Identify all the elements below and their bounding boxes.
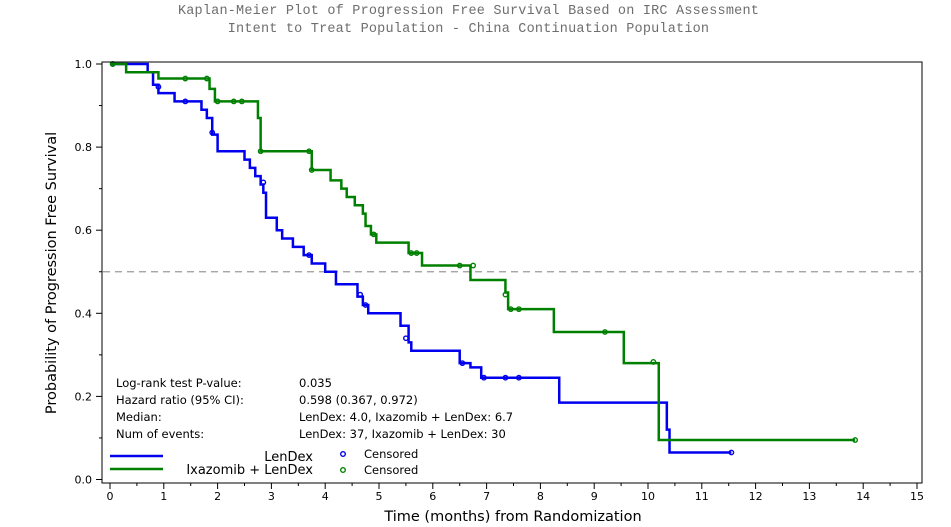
stat-value: LenDex: 37, Ixazomib + LenDex: 30 [299, 427, 506, 441]
x-axis-label: Time (months) from Randomization [383, 509, 641, 525]
y-tick-label: 0.2 [75, 390, 93, 403]
censor-marker-lendex [459, 360, 466, 367]
stat-label: Num of events: [116, 427, 204, 441]
x-tick-label: 4 [322, 490, 329, 503]
censor-marker-ixazomib [470, 262, 477, 269]
stat-value: 0.035 [299, 376, 332, 390]
censor-marker-ixazomib [214, 98, 221, 105]
chart-subtitle: Intent to Treat Population - China Conti… [227, 22, 710, 37]
censor-marker-lendex [402, 335, 409, 342]
censor-marker-ixazomib [515, 306, 522, 313]
censor-marker-lendex [357, 291, 364, 298]
x-tick-label: 3 [268, 490, 275, 503]
censor-marker-lendex [260, 179, 267, 186]
axis-layer: 0 1 2 3 4 5 6 7 8 9 10 11 12 13 14 150.00.20.40.60.81.0 [75, 58, 925, 503]
stat-label: Hazard ratio (95% CI): [116, 393, 244, 407]
y-tick-label: 0.0 [75, 474, 93, 487]
stat-label: Median: [116, 410, 162, 424]
censor-marker-ixazomib [257, 148, 264, 155]
censor-marker-lendex [502, 374, 509, 381]
legend-label-ixazomib: Ixazomib + LenDex [186, 463, 313, 478]
stat-value: 0.598 (0.367, 0.972) [299, 393, 418, 407]
y-tick-label: 0.8 [75, 141, 93, 154]
legend-label-lendex: LenDex [264, 450, 313, 465]
censor-marker-lendex [515, 374, 522, 381]
censor-marker-ixazomib [306, 148, 312, 155]
chart-title: Kaplan-Meier Plot of Progression Free Su… [177, 4, 760, 19]
censor-marker-lendex [182, 98, 189, 105]
x-tick-label: 5 [376, 490, 383, 503]
y-tick-label: 1.0 [75, 58, 93, 71]
censor-marker-ixazomib [408, 250, 415, 256]
x-tick-label: 0 [107, 490, 114, 503]
censor-marker-ixazomib [507, 306, 514, 313]
y-axis-label: Probability of Progression Free Survival [44, 132, 60, 414]
censor-marker-ixazomib [650, 359, 657, 365]
censor-marker-ixazomib [238, 98, 245, 105]
censor-marker-ixazomib [502, 291, 509, 298]
x-tick-label: 8 [537, 490, 544, 503]
y-tick-label: 0.6 [75, 224, 93, 237]
x-tick-label: 1 [160, 490, 167, 503]
x-tick-label: 11 [695, 490, 709, 503]
x-tick-label: 14 [856, 490, 870, 503]
censor-marker-lendex [481, 374, 487, 381]
censor-marker-lendex [728, 449, 735, 456]
legend-censored-label-ixazomib: Censored [364, 463, 418, 477]
censor-marker-ixazomib [413, 250, 420, 256]
x-tick-label: 6 [429, 490, 436, 503]
censor-marker-ixazomib [203, 75, 210, 82]
legend-censor-marker-ixazomib [340, 467, 347, 474]
censor-marker-lendex [306, 252, 312, 259]
km-curve-lendex [110, 62, 732, 454]
legend-censor-marker-lendex [340, 451, 347, 458]
censor-marker-lendex [362, 302, 369, 308]
censor-marker-ixazomib [370, 231, 377, 238]
x-tick-label: 9 [591, 490, 598, 503]
censor-marker-lendex [209, 129, 216, 136]
censor-marker-ixazomib [602, 329, 608, 335]
x-tick-label: 7 [483, 490, 490, 503]
legend: LenDex Censored Ixazomib + LenDex Censor… [110, 447, 418, 478]
stat-value: LenDex: 4.0, Ixazomib + LenDex: 6.7 [299, 410, 513, 424]
x-tick-label: 2 [214, 490, 221, 503]
x-tick-label: 10 [641, 490, 655, 503]
series-layer [109, 61, 859, 456]
censor-marker-ixazomib [182, 75, 189, 82]
censor-marker-lendex [155, 83, 162, 90]
stat-label: Log-rank test P-value: [116, 376, 242, 390]
x-tick-label: 15 [910, 490, 924, 503]
legend-censored-label-lendex: Censored [364, 447, 418, 461]
plot-frame [101, 61, 923, 484]
censor-marker-ixazomib [230, 98, 237, 105]
stats-block: Log-rank test P-value: 0.035 Hazard rati… [116, 376, 513, 441]
x-tick-label: 12 [749, 490, 763, 503]
x-tick-label: 13 [802, 490, 816, 503]
censor-marker-ixazomib [456, 262, 463, 269]
y-tick-label: 0.4 [75, 307, 93, 320]
censor-marker-ixazomib [852, 437, 859, 443]
censor-marker-ixazomib [308, 167, 315, 173]
